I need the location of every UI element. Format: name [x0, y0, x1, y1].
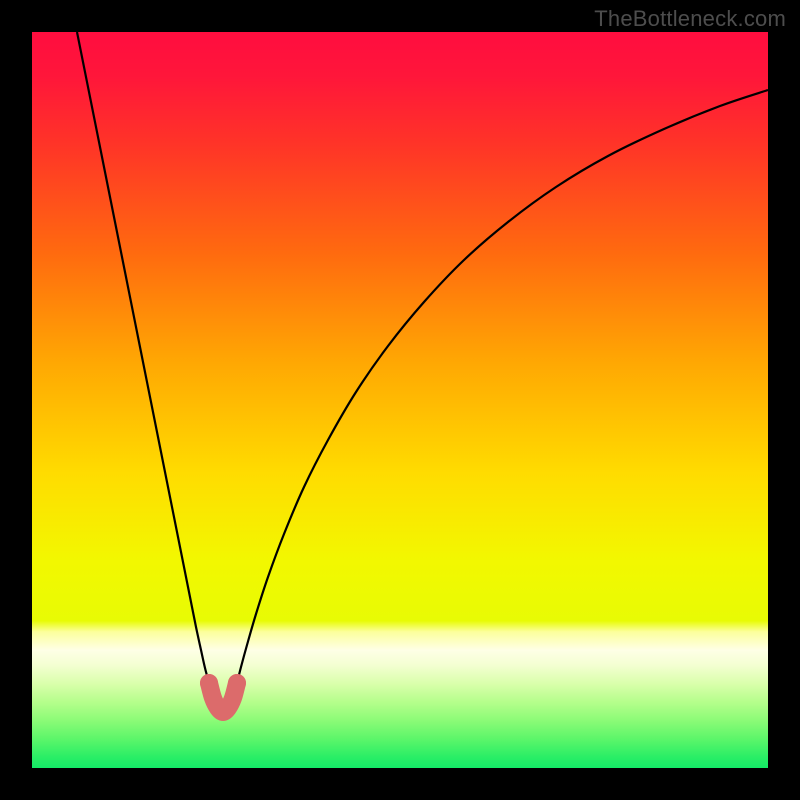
plot-area: [32, 32, 768, 768]
right-curve: [237, 90, 768, 683]
left-curve: [77, 32, 209, 683]
valley-end-marker: [228, 674, 246, 692]
chart-frame: TheBottleneck.com: [0, 0, 800, 800]
watermark-text: TheBottleneck.com: [594, 6, 786, 32]
curves-layer: [32, 32, 768, 768]
valley-start-marker: [200, 674, 218, 692]
